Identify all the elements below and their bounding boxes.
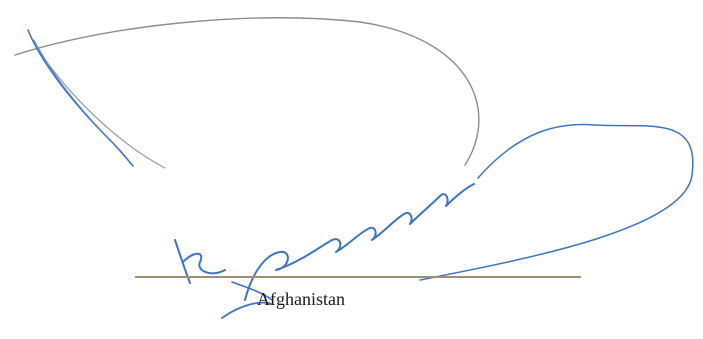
signature-underline-stroke [221,301,273,319]
signature-name-stroke [244,183,475,301]
signatory-country: Afghanistan [257,289,345,309]
signature-tail-stroke [37,49,166,169]
signature-right-loop-stroke [419,123,694,281]
signature-diagonal-stroke-2 [33,39,121,151]
signature-diagonal-stroke [27,29,134,167]
signature-initial-stroke [174,239,226,284]
signature-line [135,276,581,278]
signature-cross-stroke [231,281,273,301]
signature-loop-stroke [14,17,480,166]
